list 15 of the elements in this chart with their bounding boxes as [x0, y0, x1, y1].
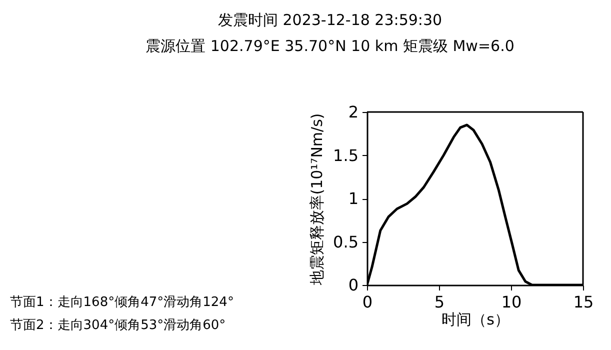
x-tick-label: 0 — [362, 292, 373, 312]
x-axis-title: 时间（s） — [442, 310, 510, 328]
x-tick-label: 5 — [434, 292, 445, 312]
y-tick-label: 0.5 — [333, 232, 358, 252]
y-axis-title: 地震矩释放率(10¹⁷Nm/s) — [308, 113, 326, 286]
y-tick-label: 0 — [348, 276, 358, 294]
x-tick-label: 10 — [501, 292, 522, 312]
chart-title: 发震时间 2023-12-18 23:59:30 — [218, 11, 442, 29]
y-tick-label: 1 — [348, 189, 358, 208]
text: 节面2：走向304°倾角53°滑动角60° — [10, 318, 226, 333]
y-tick-label: 2 — [348, 102, 358, 122]
y-tick-label: 1.5 — [333, 146, 358, 165]
x-tick-label: 15 — [573, 292, 594, 312]
text: 节面1：走向168°倾角47°滑动角124° — [10, 295, 234, 310]
chart-subtitle: 震源位置 102.79°E 35.70°N 10 km 矩震级 Mw=6.0 — [146, 37, 514, 55]
